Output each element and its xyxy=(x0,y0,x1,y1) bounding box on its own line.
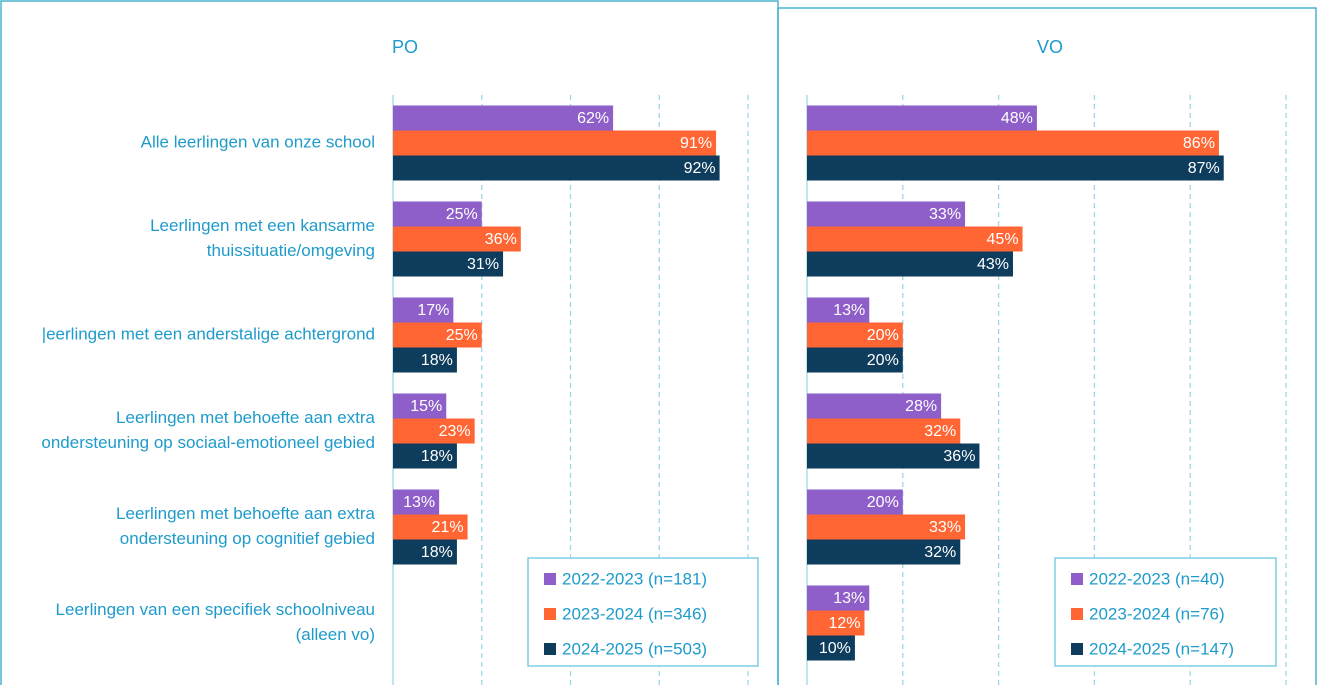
value-label: 91% xyxy=(680,135,712,152)
value-label: 20% xyxy=(867,494,899,511)
category-label: Leerlingen met behoefte aan extra onders… xyxy=(116,504,375,548)
legend-label: 2023-2024 (n=76) xyxy=(1089,604,1225,623)
bar xyxy=(393,514,468,540)
value-label: 45% xyxy=(987,231,1019,248)
value-label: 20% xyxy=(867,352,899,369)
value-label: 25% xyxy=(446,206,478,223)
category-label: Leerlingen met een kansarme thuissituati… xyxy=(150,216,375,260)
chart-title: VO xyxy=(1037,37,1063,57)
value-label: 18% xyxy=(421,448,453,465)
value-label: 36% xyxy=(485,231,517,248)
bar xyxy=(807,635,855,661)
value-label: 62% xyxy=(577,110,609,127)
legend-swatch xyxy=(544,643,556,655)
bar xyxy=(807,297,870,323)
bar xyxy=(807,105,1037,131)
value-label: 13% xyxy=(833,302,865,319)
bar xyxy=(807,489,903,515)
legend-label: 2023-2024 (n=346) xyxy=(562,604,707,623)
bar xyxy=(807,155,1224,181)
value-label: 31% xyxy=(467,256,499,273)
bar xyxy=(807,585,870,611)
legend-swatch xyxy=(1071,643,1083,655)
value-label: 17% xyxy=(417,302,449,319)
bar xyxy=(393,130,717,156)
legend-box xyxy=(1054,557,1277,667)
value-label: 86% xyxy=(1183,135,1215,152)
bar xyxy=(393,251,504,277)
category-label: |eerlingen met een anderstalige achtergr… xyxy=(41,324,375,344)
legend-swatch xyxy=(544,573,556,585)
value-label: 33% xyxy=(929,519,961,536)
legend-label: 2022-2023 (n=40) xyxy=(1089,569,1225,588)
bar xyxy=(807,393,942,419)
value-label: 92% xyxy=(684,160,716,177)
value-label: 10% xyxy=(819,640,851,657)
category-label: Leerlingen van een specifiek schoolnivea… xyxy=(55,600,375,644)
category-label: Leerlingen met behoefte aan extra onders… xyxy=(41,408,375,452)
bar xyxy=(807,418,961,444)
value-label: 15% xyxy=(410,398,442,415)
legend-swatch xyxy=(1071,608,1083,620)
bar xyxy=(393,322,482,348)
bar xyxy=(807,347,903,373)
value-label: 18% xyxy=(421,544,453,561)
bar xyxy=(807,514,966,540)
value-label: 28% xyxy=(905,398,937,415)
value-label: 18% xyxy=(421,352,453,369)
legend-box xyxy=(527,557,759,667)
bar xyxy=(393,539,457,565)
bar xyxy=(393,297,454,323)
legend-label: 2022-2023 (n=181) xyxy=(562,569,707,588)
value-label: 13% xyxy=(833,590,865,607)
value-label: 20% xyxy=(867,327,899,344)
bar xyxy=(393,393,447,419)
value-label: 48% xyxy=(1001,110,1033,127)
value-label: 23% xyxy=(439,423,471,440)
value-label: 12% xyxy=(828,615,860,632)
bar xyxy=(807,610,865,636)
bar xyxy=(807,226,1023,252)
bar xyxy=(393,489,440,515)
value-label: 87% xyxy=(1188,160,1220,177)
value-label: 43% xyxy=(977,256,1009,273)
legend-label: 2024-2025 (n=147) xyxy=(1089,639,1234,658)
bar xyxy=(393,443,457,469)
bar xyxy=(807,322,903,348)
value-label: 25% xyxy=(446,327,478,344)
bar xyxy=(393,418,475,444)
legend-swatch xyxy=(1071,573,1083,585)
bar xyxy=(807,130,1219,156)
bar xyxy=(807,539,961,565)
value-label: 33% xyxy=(929,206,961,223)
bar xyxy=(807,251,1013,277)
panel-frame xyxy=(777,7,1317,685)
category-label: Alle leerlingen van onze school xyxy=(140,132,375,152)
chart-title: PO xyxy=(392,37,418,57)
value-label: 21% xyxy=(432,519,464,536)
legend-label: 2024-2025 (n=503) xyxy=(562,639,707,658)
bar xyxy=(393,226,521,252)
bar xyxy=(807,201,966,227)
legend-swatch xyxy=(544,608,556,620)
bar xyxy=(807,443,980,469)
value-label: 32% xyxy=(924,423,956,440)
value-label: 36% xyxy=(943,448,975,465)
bar xyxy=(393,155,720,181)
bar xyxy=(393,347,457,373)
value-label: 13% xyxy=(403,494,435,511)
bar xyxy=(393,105,614,131)
bar xyxy=(393,201,482,227)
value-label: 32% xyxy=(924,544,956,561)
